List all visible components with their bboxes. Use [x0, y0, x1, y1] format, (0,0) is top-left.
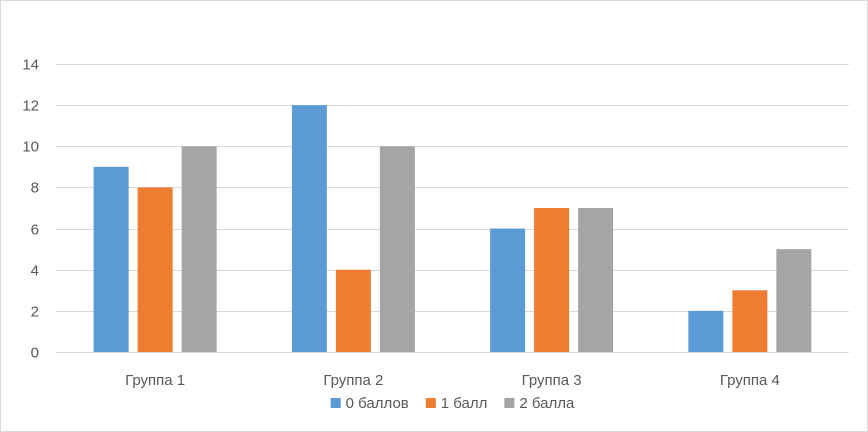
legend-item-2: 2 балла: [504, 395, 575, 412]
gridlines: [56, 64, 849, 353]
x-tick-label: Группа 2: [323, 372, 383, 389]
bars: [93, 105, 812, 353]
bar-series-1-category-1: [335, 269, 371, 352]
legend-item-1: 1 балл: [425, 395, 488, 412]
bar-series-0-category-2: [490, 228, 526, 352]
bar-series-1-category-3: [732, 290, 768, 352]
y-tick-label: 14: [22, 57, 39, 74]
y-tick-label: 2: [31, 304, 39, 321]
legend-label: 0 баллов: [346, 395, 409, 412]
legend-label: 2 балла: [519, 395, 575, 412]
y-tick-label: 10: [22, 139, 39, 156]
y-tick-label: 8: [31, 180, 39, 197]
legend-item-0: 0 баллов: [330, 395, 409, 412]
x-tick-label: Группа 1: [125, 372, 185, 389]
y-tick-label: 0: [31, 345, 39, 362]
bar-series-1-category-2: [534, 208, 570, 352]
x-tick-label: Группа 3: [522, 372, 582, 389]
bar-series-2-category-1: [379, 146, 415, 352]
legend-swatch: [330, 398, 341, 408]
y-tick-label: 12: [22, 98, 39, 115]
x-tick-label: Группа 4: [720, 372, 780, 389]
legend-swatch: [425, 398, 436, 408]
bar-series-2-category-0: [181, 146, 217, 352]
bar-series-0-category-3: [688, 310, 724, 352]
y-tick-label: 6: [31, 222, 39, 239]
bar-series-2-category-3: [776, 249, 812, 352]
x-axis-tick-labels: Группа 1 Группа 2 Группа 3 Группа 4: [125, 372, 780, 389]
y-axis-tick-labels: 0 2 4 6 8 10 12 14: [22, 57, 39, 362]
y-tick-label: 4: [31, 263, 39, 280]
bar-series-1-category-0: [137, 187, 173, 352]
legend-label: 1 балл: [441, 395, 488, 412]
bar-series-0-category-1: [291, 105, 327, 353]
bar-series-0-category-0: [93, 166, 129, 352]
legend-swatch: [504, 398, 515, 408]
bar-series-2-category-2: [578, 208, 614, 352]
legend: 0 баллов 1 балл 2 балла: [330, 395, 575, 412]
